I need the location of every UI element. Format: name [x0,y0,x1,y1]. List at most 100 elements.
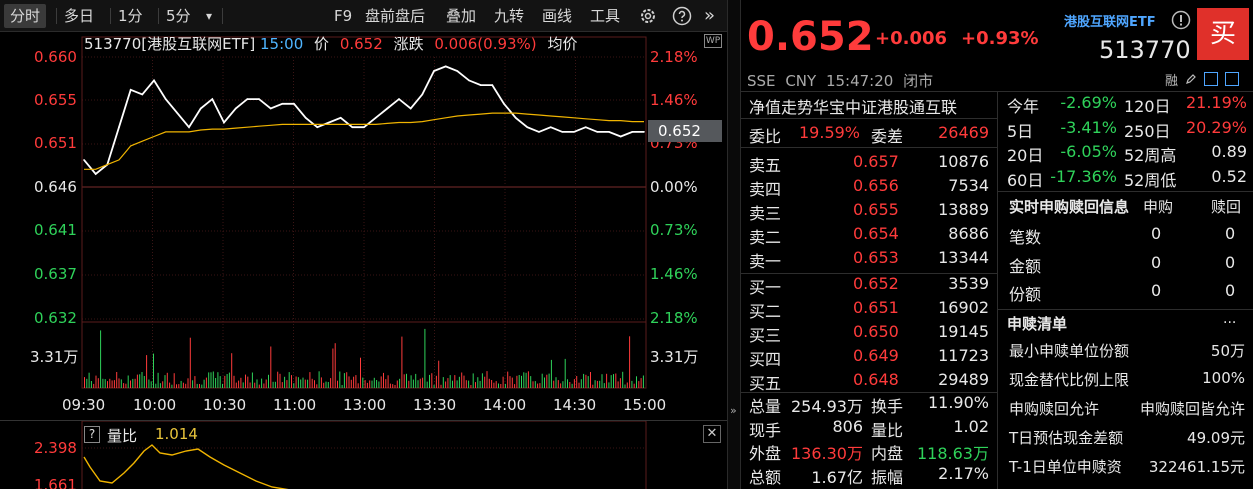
volume-bar [385,379,387,388]
collapse-icon[interactable]: » [730,404,737,417]
volume-bar [261,378,263,388]
nine-turn-button[interactable]: 九转 [494,7,525,25]
price-point [94,173,97,175]
price-point [141,93,144,96]
perf-label: 今年 [1007,97,1040,116]
quote-panel: 0.652 +0.006 +0.93% 港股互联网ETF 513770 买 SS… [741,0,1253,489]
price-point [374,117,377,119]
volume-bar [307,379,309,388]
bid-label: 买四 [749,350,782,369]
tab-1min[interactable]: 1分 [118,7,143,25]
volume-bar [394,385,396,388]
volume-bar [470,385,472,388]
ask-price: 0.655 [853,200,899,219]
volume-bar [231,353,233,388]
time-tick: 11:00 [273,396,317,414]
volume-bar [102,378,104,388]
volume-ratio-svg [81,420,647,489]
divider [222,8,223,24]
tab-5min[interactable]: 5分 [166,7,191,25]
alert-icon[interactable] [1204,72,1218,86]
volume-bar [583,373,585,388]
time-tick: 10:00 [133,396,177,414]
price-point [176,112,179,114]
price-point [549,126,552,128]
volume-bar [153,353,154,388]
price-point [304,117,307,119]
price-tick: 0.660 [34,48,77,66]
buy-button[interactable]: 买 [1197,8,1249,60]
bid-price: 0.652 [853,274,899,293]
panel-divider[interactable]: » [727,0,741,489]
tab-intraday[interactable]: 分时 [4,4,47,28]
volume-bar [120,379,122,388]
margin-icon[interactable]: 融 [1165,74,1179,89]
volume-bar [127,375,129,388]
volume-bar [396,380,398,388]
more-icon[interactable]: ... [1223,311,1237,327]
list-value: 50万 [1210,342,1245,360]
average-line [84,112,644,170]
buy-button-label: 买 [1209,19,1236,49]
volume-bar [389,383,391,388]
stat-value: 254.93万 [791,397,863,416]
pct-tick: 0.00% [650,178,698,196]
volume-bar [619,378,621,388]
volume-bar [341,385,343,388]
volume-bar [171,384,173,388]
stat-label: 振幅 [871,467,904,487]
price-point [643,131,645,133]
volume-bar [155,383,157,388]
market-status: 闭市 [903,72,934,90]
volume-bar [279,373,281,388]
draw-line-button[interactable]: 画线 [542,7,573,25]
chart-mode-icon[interactable]: WP [704,34,722,48]
volume-tick: 3.31万 [650,348,699,366]
perf-value: -6.05% [1060,142,1117,161]
divider [997,309,1253,310]
pct-tick: 0.73% [650,221,698,239]
indicator-help-icon[interactable]: ? [84,426,100,443]
header-avg-label: 均价 [547,35,578,53]
price-point [433,70,435,72]
volume-tick: 3.31万 [30,348,79,366]
bid-label: 买五 [749,374,782,393]
edit-icon[interactable] [1185,73,1197,85]
ask-volume: 10876 [938,152,989,171]
volume-bar [182,382,184,388]
volume-bar [504,383,506,388]
volume-bar [353,376,355,388]
volume-bar [226,374,228,388]
price-point [129,88,132,91]
volume-bar [530,376,532,388]
price-point [398,98,400,100]
overlay-button[interactable]: 叠加 [446,7,477,25]
volume-bar [638,381,640,388]
price-point [199,107,202,110]
favorite-icon[interactable] [1225,72,1239,86]
volume-bar [245,374,246,388]
close-icon[interactable]: ✕ [703,425,721,443]
volume-bar [309,372,311,388]
ask-label: 卖三 [749,204,782,223]
help-icon[interactable] [672,6,692,26]
volume-bar [233,375,235,388]
volume-bar [541,373,543,388]
price-point [526,126,529,128]
volume-bar [525,372,527,388]
tab-multi-day[interactable]: 多日 [64,7,95,25]
f9-button[interactable]: F9 [334,7,353,25]
volume-bar [194,376,196,388]
tools-button[interactable]: 工具 [590,7,621,25]
price-point [246,98,249,100]
gear-icon[interactable] [639,7,657,25]
expand-icon[interactable]: » [704,5,716,26]
chevron-down-icon[interactable]: ▾ [206,9,213,23]
info-icon[interactable] [1171,10,1191,30]
premarket-button[interactable]: 盘前盘后 [365,7,426,25]
price-point [514,117,517,119]
volume-bar [567,379,568,388]
volume-bar [366,382,368,388]
volume-bar [212,371,214,388]
price-point [491,84,494,86]
